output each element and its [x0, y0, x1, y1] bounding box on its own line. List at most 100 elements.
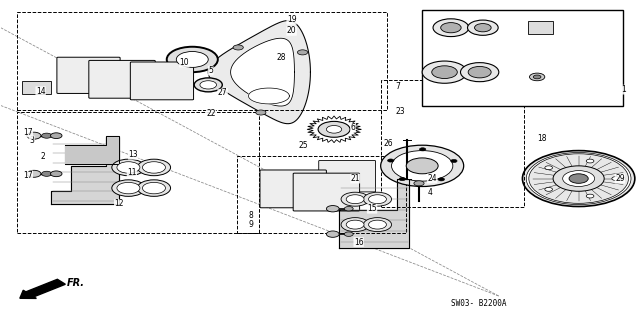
- FancyBboxPatch shape: [293, 173, 360, 211]
- Bar: [17, 12, 387, 110]
- FancyBboxPatch shape: [319, 160, 376, 192]
- Text: 28: 28: [276, 53, 286, 62]
- Polygon shape: [230, 38, 294, 106]
- Circle shape: [586, 194, 594, 198]
- Circle shape: [27, 132, 41, 139]
- Circle shape: [42, 133, 52, 138]
- Text: 24: 24: [428, 174, 437, 183]
- Text: SW03- B2200A: SW03- B2200A: [451, 299, 506, 308]
- Circle shape: [388, 159, 394, 162]
- Circle shape: [369, 195, 387, 204]
- Text: 15: 15: [367, 204, 377, 213]
- Circle shape: [138, 159, 171, 176]
- Text: 22: 22: [206, 109, 216, 118]
- Text: 9: 9: [248, 220, 253, 229]
- Text: 1: 1: [621, 85, 626, 94]
- Polygon shape: [51, 137, 119, 204]
- Circle shape: [117, 162, 140, 173]
- Circle shape: [545, 188, 552, 191]
- Bar: [22, 81, 51, 94]
- Circle shape: [399, 177, 406, 181]
- Circle shape: [326, 205, 339, 212]
- Text: 10: 10: [179, 58, 189, 67]
- Circle shape: [326, 125, 342, 133]
- Circle shape: [522, 151, 635, 206]
- Circle shape: [529, 73, 545, 81]
- Circle shape: [563, 171, 595, 187]
- Circle shape: [441, 23, 461, 33]
- FancyBboxPatch shape: [89, 60, 156, 98]
- Text: FR.: FR.: [67, 278, 84, 288]
- Text: 12: 12: [115, 199, 124, 208]
- Text: 8: 8: [248, 211, 253, 219]
- Circle shape: [42, 171, 52, 176]
- Circle shape: [474, 24, 491, 32]
- Circle shape: [167, 47, 218, 72]
- Polygon shape: [248, 88, 289, 104]
- Circle shape: [344, 232, 353, 236]
- Circle shape: [526, 152, 631, 204]
- Circle shape: [138, 180, 171, 196]
- Circle shape: [233, 45, 243, 50]
- Circle shape: [27, 170, 41, 177]
- Text: 3: 3: [29, 136, 35, 145]
- Circle shape: [143, 162, 166, 173]
- Text: 23: 23: [396, 108, 405, 116]
- Text: 6: 6: [351, 123, 356, 132]
- Text: 2: 2: [40, 152, 45, 161]
- Circle shape: [117, 182, 140, 194]
- Circle shape: [364, 192, 392, 206]
- FancyArrow shape: [20, 279, 65, 298]
- Circle shape: [569, 174, 588, 183]
- Circle shape: [346, 220, 364, 229]
- Circle shape: [553, 166, 604, 191]
- Polygon shape: [65, 136, 119, 164]
- Text: 20: 20: [287, 26, 296, 35]
- Circle shape: [586, 159, 594, 163]
- Text: 29: 29: [615, 174, 625, 183]
- Text: 16: 16: [354, 238, 364, 247]
- Text: 21: 21: [351, 174, 360, 183]
- Polygon shape: [208, 21, 310, 124]
- Bar: [527, 21, 553, 34]
- Circle shape: [461, 63, 499, 82]
- Circle shape: [545, 166, 552, 170]
- Circle shape: [612, 177, 620, 181]
- Text: 25: 25: [299, 141, 308, 150]
- Circle shape: [318, 122, 350, 137]
- Bar: [17, 112, 259, 233]
- Circle shape: [176, 51, 208, 67]
- Text: 19: 19: [287, 15, 296, 24]
- Text: 4: 4: [428, 188, 432, 197]
- Circle shape: [529, 154, 628, 203]
- Circle shape: [341, 218, 369, 232]
- Circle shape: [422, 61, 467, 83]
- Circle shape: [256, 110, 266, 115]
- Bar: [237, 156, 406, 233]
- Circle shape: [438, 178, 445, 181]
- FancyBboxPatch shape: [260, 170, 326, 208]
- Text: 5: 5: [208, 66, 213, 75]
- Text: 13: 13: [129, 150, 138, 159]
- Circle shape: [51, 171, 62, 177]
- Circle shape: [468, 66, 491, 78]
- Text: 18: 18: [537, 134, 547, 143]
- Circle shape: [406, 158, 438, 174]
- Polygon shape: [339, 179, 410, 249]
- Text: 17: 17: [23, 128, 33, 137]
- FancyBboxPatch shape: [131, 62, 193, 100]
- Circle shape: [433, 19, 468, 37]
- Circle shape: [341, 192, 369, 206]
- Circle shape: [392, 151, 453, 181]
- Circle shape: [346, 195, 364, 204]
- Circle shape: [419, 148, 426, 151]
- Text: 27: 27: [218, 88, 227, 97]
- Text: 17: 17: [23, 171, 33, 180]
- Circle shape: [381, 145, 464, 187]
- Circle shape: [344, 206, 353, 211]
- Circle shape: [143, 182, 166, 194]
- Bar: [381, 80, 524, 207]
- Circle shape: [51, 133, 62, 138]
- Circle shape: [112, 180, 145, 196]
- Circle shape: [112, 159, 145, 176]
